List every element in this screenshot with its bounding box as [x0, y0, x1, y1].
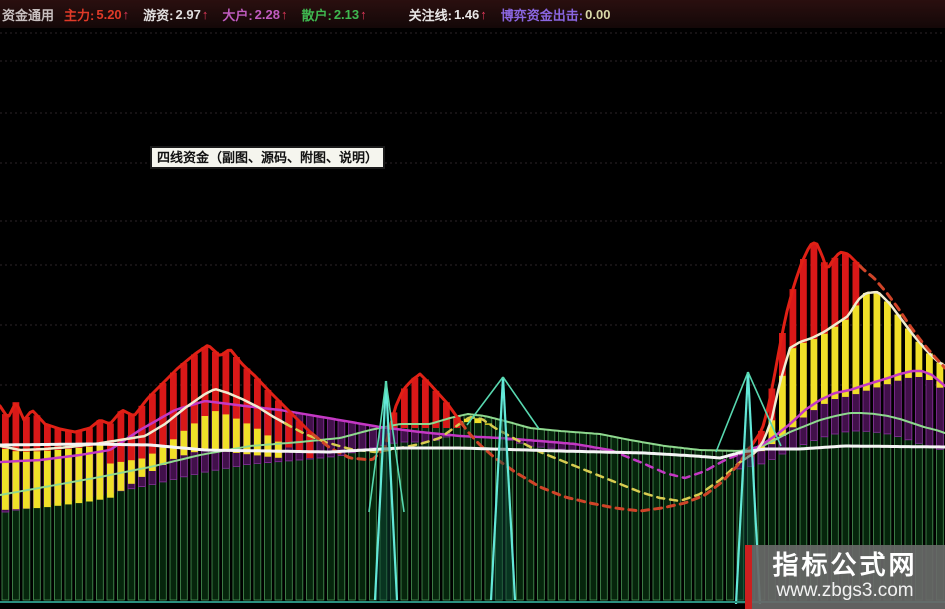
header-item-3: 散户: 2.13 ↑ [301, 5, 366, 24]
header-item-label: 游资: [143, 7, 174, 23]
header-item-value: 1.46 [453, 6, 480, 22]
white-line [0, 442, 945, 460]
up-arrow-icon: ↑ [280, 6, 288, 22]
yellow-sticks [2, 292, 944, 510]
header-item-1: 游资: 2.97 ↑ [143, 5, 208, 24]
spike-signals [368, 371, 782, 605]
header-item-5: 博弈资金出击: 0.00 [501, 5, 612, 24]
header-item-label: 大户: [222, 7, 253, 23]
header-item-4: 关注线: 1.46 ↑ [409, 5, 487, 24]
watermark-site-url: www.zbgs3.com [776, 580, 914, 601]
header-item-label: 散户: [301, 7, 332, 23]
up-arrow-icon: ↑ [360, 6, 367, 22]
red-sticks [2, 243, 860, 464]
watermark-red-stripe [745, 545, 752, 609]
up-arrow-icon: ↑ [122, 6, 130, 22]
green-line [0, 412, 945, 496]
watermark-site-name: 指标公式网 [772, 550, 918, 580]
up-arrow-icon: ↑ [480, 6, 487, 22]
header-item-label: 博弈资金出击: [500, 7, 584, 23]
header-item-value: 2.97 [175, 6, 201, 22]
header-item-2: 大户: 2.28 ↑ [222, 5, 287, 24]
header-item-value: 5.20 [96, 6, 122, 22]
header-item-label: 主力: [64, 7, 95, 23]
watermark-box: 指标公式网 www.zbgs3.com [745, 545, 945, 609]
magenta-line [0, 369, 945, 480]
header-item-0: 主力: 5.20 ↑ [64, 5, 129, 24]
up-arrow-icon: ↑ [201, 6, 209, 22]
header-item-value: 0.00 [585, 6, 611, 22]
indicator-title: 资金通用 [2, 7, 55, 23]
indicator-caption-box: 四线资金（副图、源码、附图、说明） [150, 146, 386, 169]
header-item-value: 2.13 [333, 6, 360, 22]
header-item-label: 关注线: [408, 7, 452, 23]
indicator-values: 主力: 5.20 ↑ 游资: 2.97 ↑ 大户: 2.28 ↑ 散户: 2.13 ↑ 关注线: 1.46… [64, 5, 625, 24]
header-item-value: 2.28 [254, 6, 280, 22]
indicator-header-bar: 资金通用 主力: 5.20 ↑ 游资: 2.97 ↑ 大户: 2.28 ↑ 散户: 2.13 ↑ 关注线… [0, 0, 945, 28]
